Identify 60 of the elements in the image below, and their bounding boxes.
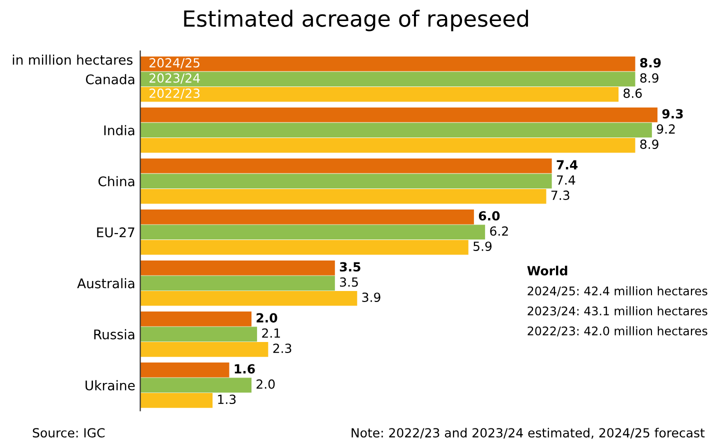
data-label: 7.4 [557,175,576,185]
data-label: 9.3 [662,109,683,119]
y-tick-label: Australia [77,278,134,288]
data-label: 8.9 [640,58,661,68]
data-label: 1.3 [218,394,236,404]
annotation: 2024/25: 42.4 million hectares [528,286,708,296]
bar [140,378,252,393]
data-label: 1.6 [234,364,255,374]
y-tick-label: Russia [94,329,134,340]
series-label: 2023/24 [150,73,200,84]
text: in million hectares [12,54,133,65]
bar [140,224,486,240]
y-tick-label: China [98,176,134,186]
y-tick-label: EU-27 [97,227,134,238]
bar [140,122,652,138]
bar [140,342,268,357]
bar [140,326,258,342]
annotation: 2023/24: 43.1 million hectares [528,306,708,316]
bar [140,72,636,87]
bar [140,158,552,174]
data-label: 8.9 [640,73,658,83]
series-label: 2022/23 [150,88,200,99]
bar [140,240,468,255]
bar [140,393,213,408]
bar [140,210,474,224]
bar [140,86,619,102]
bar [140,107,658,122]
source-note: Source: IGC [32,428,105,438]
data-label: 7.3 [551,190,570,200]
bar [140,312,252,326]
data-label: 2.3 [273,344,292,354]
data-label: 6.2 [490,226,508,236]
data-label: 5.9 [474,242,492,252]
chart-title: Estimated acreage of rapeseed [184,10,528,32]
data-label: 3.5 [340,277,358,287]
y-tick-label: India [104,125,134,136]
bar [140,276,335,291]
data-label: 8.9 [640,140,658,149]
text: Note: 2022/23 and 2023/24 estimated, 2024/25 forecast [352,428,705,439]
bar [140,188,546,204]
bar [140,362,230,378]
annotation: World [527,266,568,276]
bar [140,56,636,72]
data-label: 2.1 [262,328,280,338]
data-label: 2.0 [256,313,278,323]
bar [140,260,335,276]
data-label: 3.5 [340,262,360,272]
data-label: 6.0 [478,211,500,221]
data-label: 8.6 [624,88,642,98]
bar [140,291,358,306]
annotation: 2022/23: 42.0 million hectares [528,326,708,336]
data-label: 7.4 [556,160,578,170]
data-label: 2.0 [256,379,275,389]
series-label: 2024/25 [150,58,200,68]
bar [140,138,636,153]
y-tick-label: Canada [86,74,134,84]
y-tick-label: Ukraine [86,380,135,390]
data-label: 3.9 [362,292,380,302]
bar [140,174,552,189]
data-label: 9.2 [656,124,675,134]
